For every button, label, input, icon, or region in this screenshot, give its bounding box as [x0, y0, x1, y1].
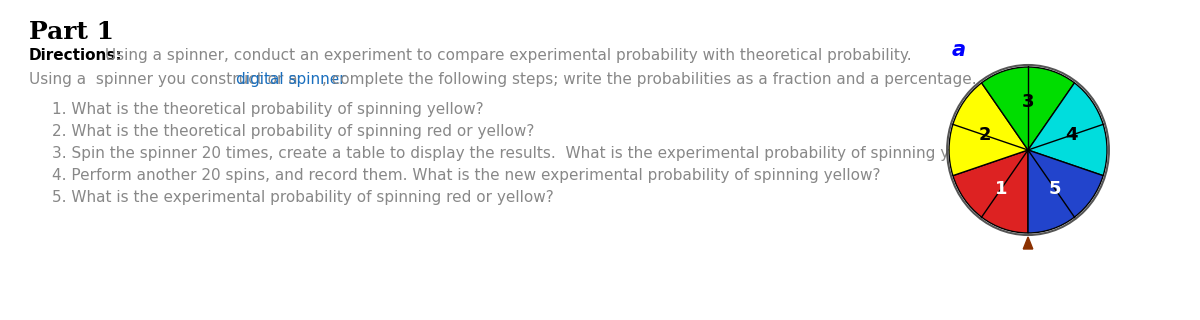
Text: 3. Spin the spinner 20 times, create a table to display the results.  What is th: 3. Spin the spinner 20 times, create a t… — [53, 146, 997, 161]
Text: Part 1: Part 1 — [29, 20, 114, 44]
Text: 4. Perform another 20 spins, and record them. What is the new experimental proba: 4. Perform another 20 spins, and record … — [53, 168, 881, 183]
Text: a: a — [952, 40, 966, 60]
Text: 1. What is the theoretical probability of spinning yellow?: 1. What is the theoretical probability o… — [53, 102, 484, 117]
Text: 4: 4 — [1066, 126, 1078, 144]
Text: digital spinner: digital spinner — [236, 72, 346, 87]
Text: 2: 2 — [978, 126, 991, 144]
Text: Directions:: Directions: — [29, 48, 122, 63]
Wedge shape — [982, 67, 1074, 150]
Polygon shape — [1024, 237, 1033, 249]
Text: 5: 5 — [1049, 180, 1061, 198]
Text: 3: 3 — [1021, 93, 1034, 111]
Text: 5. What is the experimental probability of spinning red or yellow?: 5. What is the experimental probability … — [53, 190, 554, 205]
Text: 2. What is the theoretical probability of spinning red or yellow?: 2. What is the theoretical probability o… — [53, 124, 535, 139]
Wedge shape — [949, 83, 1028, 176]
Wedge shape — [1028, 150, 1103, 233]
Text: Using a spinner, conduct an experiment to compare experimental probability with : Using a spinner, conduct an experiment t… — [100, 48, 912, 63]
Wedge shape — [1028, 83, 1108, 176]
Wedge shape — [953, 150, 1028, 233]
Text: , complete the following steps; write the probabilities as a fraction and a perc: , complete the following steps; write th… — [323, 72, 977, 87]
Text: Using a  spinner you construct or a: Using a spinner you construct or a — [29, 72, 302, 87]
Text: 1: 1 — [995, 180, 1007, 198]
